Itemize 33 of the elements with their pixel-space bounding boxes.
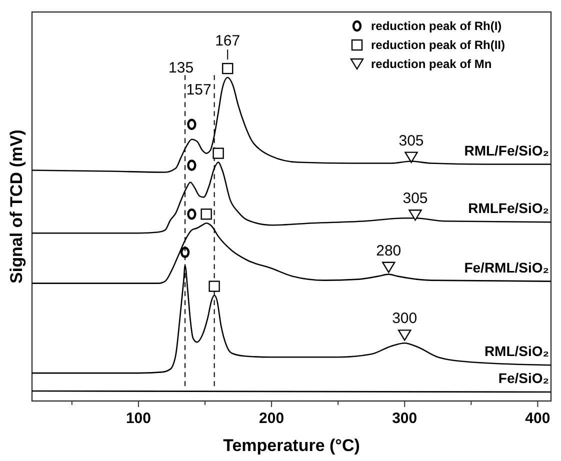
point [382, 262, 396, 273]
x-tick-label: 100 [126, 410, 151, 427]
point [180, 246, 190, 258]
legend-label: reduction peak of Rh(II) [371, 38, 506, 52]
series-label: RMLFe/SiO₂ [468, 200, 549, 216]
series-label: RML/SiO₂ [484, 343, 549, 360]
legend-label: reduction peak of Rh(I) [371, 19, 502, 33]
x-axis-title: Temperature (°C) [223, 436, 360, 455]
annotation: 300 [392, 310, 418, 328]
y-axis-title: Signal of TCD (mV) [7, 130, 26, 284]
series-label: Fe/RML/SiO₂ [464, 259, 549, 276]
annotation: 305 [402, 190, 428, 208]
x-tick-label: 400 [525, 410, 550, 427]
annotation: 305 [398, 132, 424, 150]
point [208, 280, 220, 292]
point [187, 118, 196, 130]
annotation: 280 [376, 242, 402, 260]
series-label: RML/Fe/SiO₂ [464, 142, 549, 158]
point [408, 210, 422, 221]
annotation: 167 [215, 32, 240, 50]
point [187, 160, 196, 171]
point [187, 208, 196, 220]
point [200, 208, 212, 220]
ref-line-label: 135 [168, 60, 194, 77]
point [212, 148, 224, 159]
x-tick-label: 200 [259, 410, 284, 427]
point [222, 62, 234, 74]
legend-label: reduction peak of Mn [371, 57, 492, 71]
series-label: Fe/SiO₂ [498, 370, 549, 386]
point [404, 152, 418, 163]
x-tick-label: 300 [392, 410, 418, 427]
point [398, 330, 412, 341]
ref-line-label: 157 [186, 82, 212, 99]
